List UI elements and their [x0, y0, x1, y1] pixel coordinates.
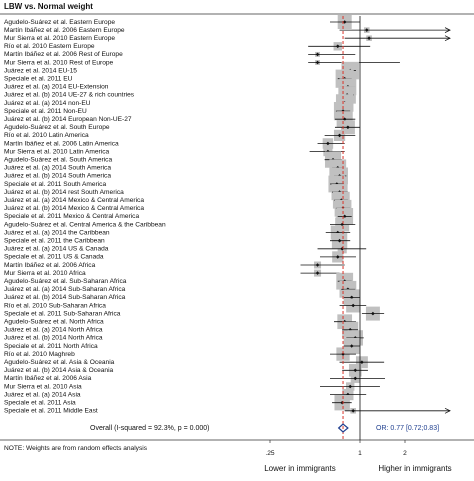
point-estimate: [353, 368, 358, 373]
study-label: Juárez et al. (a) 2014 US & Canada: [4, 246, 109, 253]
study-label: Speciale et al. 2011 Sub-Saharan Africa: [4, 310, 121, 317]
study-label: Juárez et al. (b) 2014 North Africa: [4, 335, 103, 342]
point-estimate: [364, 28, 369, 32]
ci-arrow: [444, 407, 451, 414]
study-label: Speciale et al. 2011 Non-EU: [4, 108, 87, 115]
study-label: Agudelo-Suárez et al. Sub-Saharan Africa: [4, 278, 127, 285]
point-estimate: [349, 295, 354, 300]
point-estimate: [367, 36, 371, 40]
x-label-left: Lower in immigrants: [264, 464, 336, 473]
x-tick-label: .25: [265, 450, 274, 457]
point-estimate: [342, 214, 347, 219]
study-label: Juárez et al. (b) 2014 South America: [4, 173, 111, 180]
point-estimate: [337, 238, 342, 243]
study-label: Speciale et al. 2011 South America: [4, 181, 106, 188]
point-estimate: [353, 336, 358, 340]
study-label: Juárez et al. (a) 2014 EU-Extension: [4, 84, 109, 91]
study-label: Río et al. 2010 Maghreb: [4, 351, 75, 358]
study-label: Agudelo-Suárez et al. Central America & …: [4, 221, 166, 228]
study-label: Agudelo-Suárez et al. South Europe: [4, 124, 110, 131]
point-estimate: [315, 271, 320, 275]
study-label: Agudelo-Suárez et al. North Africa: [4, 318, 104, 325]
study-label: Speciale et al. 2011 Middle East: [4, 408, 98, 415]
study-label: Speciale et al. 2011 US & Canada: [4, 254, 104, 261]
ci-arrow: [444, 27, 451, 33]
x-label-right: Higher in immigrants: [378, 464, 451, 473]
study-label: Mur Sierra et al. 2010 Asia: [4, 383, 82, 390]
point-estimate: [346, 287, 350, 292]
study-label: Martín Ibáñez et al. 2006 Rest of Europe: [4, 51, 123, 58]
point-estimate: [351, 409, 355, 413]
overall-label: Overall (I-squared = 92.3%, p = 0.000): [90, 425, 209, 432]
study-label: Martín Ibáñez et al. 2006 Eastern Europe: [4, 27, 125, 34]
study-label: Juárez et al. (b) 2014 European Non-UE-2…: [4, 116, 132, 123]
point-estimate: [360, 360, 364, 364]
point-estimate: [351, 303, 355, 308]
point-estimate: [348, 328, 353, 332]
study-label: Agudelo-Suárez et al. Eastern Europe: [4, 19, 115, 26]
study-label: Juárez et al. (a) 2014 Mexico & Central …: [4, 197, 144, 204]
study-label: Mur Sierra et al. 2010 Eastern Europe: [4, 35, 115, 42]
overall-diamond: [337, 423, 349, 433]
study-label: Juárez et al. (b) 2014 Sub-Saharan Afric…: [4, 294, 126, 301]
study-label: Juárez et al. 2014 EU-15: [4, 67, 77, 74]
study-label: Martín Ibáñez et al. 2006 Latin America: [4, 140, 119, 147]
study-label: Mur Sierra et al. 2010 Latin America: [4, 148, 110, 155]
study-label: Martín Ibáñez et al. 2006 Asia: [4, 375, 92, 382]
point-estimate: [371, 311, 375, 316]
study-label: Juárez et al. (a) 2014 Sub-Saharan Afric…: [4, 286, 126, 293]
study-label: Agudelo-Suárez et al. Asia & Oceania: [4, 359, 115, 366]
study-label: Mur Sierra et al. 2010 Rest of Europe: [4, 59, 114, 66]
point-estimate: [340, 222, 344, 227]
study-label: Juárez et al. (b) 2014 UE-27 & rich coun…: [4, 92, 135, 99]
study-label: Juárez et al. (a) 2014 non-EU: [4, 100, 91, 107]
point-estimate: [340, 400, 344, 405]
plot-area: [300, 15, 450, 414]
study-label: Speciale et al. 2011 the Caribbean: [4, 237, 105, 244]
ci-arrow: [444, 35, 451, 42]
study-label: Juárez et al. (a) 2014 the Caribbean: [4, 229, 110, 236]
point-estimate: [342, 20, 347, 24]
point-estimate: [315, 52, 320, 57]
point-estimate: [353, 376, 358, 381]
x-tick-label: 1: [358, 450, 362, 457]
point-estimate: [335, 44, 340, 49]
study-label: Speciale et al. 2011 North Africa: [4, 343, 98, 350]
study-label: Agudelo-Suárez et al. South America: [4, 156, 112, 163]
point-estimate: [349, 344, 354, 348]
study-label: Speciale et al. 2011 EU: [4, 75, 73, 82]
point-estimate: [342, 117, 347, 121]
overall-estimate: OR: 0.77 [0.72;0.83]: [376, 425, 439, 432]
point-estimate: [335, 255, 340, 259]
point-estimate: [341, 352, 345, 356]
study-label: Speciale et al. 2011 Mexico & Central Am…: [4, 213, 139, 220]
study-label: Juárez et al. (b) 2014 rest South Americ…: [4, 189, 124, 196]
point-estimate: [346, 125, 350, 130]
study-label: Mur Sierra et al. 2010 Africa: [4, 270, 86, 277]
study-label: Martín Ibáñez et al. 2006 Africa: [4, 262, 96, 269]
study-label: Juárez et al. (b) 2014 Mexico & Central …: [4, 205, 144, 212]
study-label: Juárez et al. (b) 2014 Asia & Oceania: [4, 367, 114, 374]
point-estimate: [348, 384, 353, 389]
study-label: Juárez et al. (a) 2014 North Africa: [4, 327, 103, 334]
chart-title: LBW vs. Normal weight: [4, 2, 93, 11]
point-estimate: [337, 133, 342, 138]
study-label: Speciale et al. 2011 Asia: [4, 399, 76, 406]
study-label: Río et al. 2010 Sub-Saharan Africa: [4, 302, 106, 309]
x-tick-label: 2: [403, 450, 407, 457]
study-label: Juárez et al. (a) 2014 South America: [4, 165, 111, 172]
study-label: Juárez et al. (a) 2014 Asia: [4, 391, 81, 398]
point-estimate: [340, 247, 344, 251]
point-estimate: [326, 141, 330, 146]
study-label: Río et al. 2010 Latin America: [4, 132, 89, 139]
study-label: Río et al. 2010 Eastern Europe: [4, 43, 95, 50]
point-estimate: [315, 263, 320, 267]
point-estimate: [315, 60, 320, 65]
note: NOTE: Weights are from random effects an…: [4, 445, 148, 452]
